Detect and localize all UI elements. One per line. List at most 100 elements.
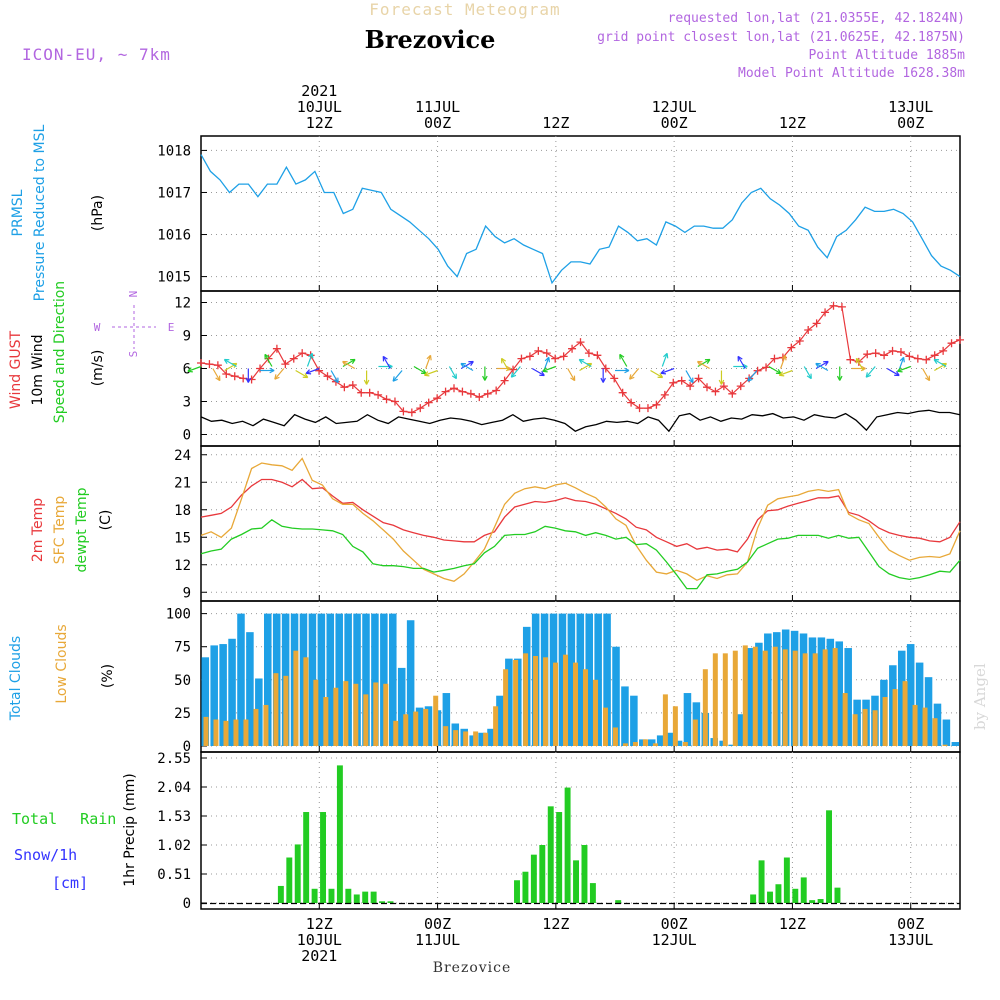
y-tick-label: 1018 [157, 143, 191, 159]
rain-bar [286, 857, 293, 903]
total-cloud-bar [746, 648, 754, 746]
rain-bar [277, 885, 284, 903]
wind-arrow-head [264, 353, 270, 360]
total-cloud-bar [639, 739, 647, 746]
rain-bar [556, 812, 563, 903]
top-time-label: 2021 [301, 82, 337, 100]
gust-marker [896, 348, 905, 356]
low-cloud-bar [702, 669, 708, 746]
y-tick-label: 2.04 [157, 780, 191, 796]
low-cloud-bar [832, 648, 838, 746]
low-cloud-bar [453, 730, 459, 746]
wind-arrow-head [781, 354, 787, 361]
temp-sfc-line [200, 457, 961, 583]
wind-arrow-head [747, 376, 753, 382]
wind-arrow-head [274, 374, 280, 380]
rain-bar [767, 891, 773, 903]
low-cloud-bar [622, 743, 628, 746]
gust-marker [610, 374, 619, 383]
precip-unit: 1hr Precip (mm) [122, 773, 138, 886]
app-title: Forecast Meteogram [369, 0, 560, 19]
total-cloud-bar [585, 613, 593, 746]
wind-arrow-head [697, 360, 703, 367]
low-cloud-bar [413, 711, 419, 746]
y-tick-label: 50 [174, 673, 191, 689]
total-cloud-bar [817, 637, 826, 746]
low-cloud-bar [742, 645, 748, 746]
wind-direction-arrow [510, 366, 521, 378]
low-cloud-bar [912, 704, 918, 746]
gust-marker [770, 354, 779, 363]
wind-arrow-head [899, 356, 905, 363]
y-tick-label: 6 [183, 362, 191, 378]
low-cloud-bar [543, 657, 549, 746]
wind-arrow-head [482, 375, 488, 381]
y-tick-label: 18 [174, 503, 191, 519]
gust-marker [871, 349, 880, 358]
wind-direction-arrow [886, 367, 900, 377]
total-cloud-bar [326, 613, 335, 746]
gust-marker [728, 389, 737, 398]
rain-bar [345, 888, 352, 903]
y-tick-label: 75 [174, 640, 191, 656]
bottom-time-label: 2021 [301, 947, 337, 965]
rain-bar [336, 765, 343, 903]
wind-arrow-head [423, 371, 430, 377]
rain-bar [328, 888, 335, 903]
low-cloud-bar [662, 694, 668, 746]
top-time-label: 00Z [661, 114, 688, 132]
low-cloud-bar [892, 689, 898, 746]
low-cloud-bar [732, 650, 738, 746]
rain-bar [775, 884, 782, 903]
low-cloud-bar [503, 669, 509, 746]
total-cloud-bar [228, 638, 236, 746]
gust-marker [643, 404, 652, 413]
total-cloud-bar [647, 739, 656, 746]
total-cloud-bar [335, 613, 343, 746]
pressure-panel: 1015 1016 1017 1018 PRMSL Pressure Reduced to… [10, 124, 961, 301]
gust-marker [289, 354, 298, 363]
wind-arrow-head [451, 373, 457, 380]
pressure-line [200, 154, 961, 285]
wind-arrow-head [426, 354, 432, 361]
total-cloud-bar [728, 744, 736, 746]
wind-direction-arrow [780, 355, 786, 369]
temp-label-sfc: SFC Temp [52, 496, 68, 565]
y-tick-label: 15 [174, 530, 191, 546]
wind-direction-arrow [737, 356, 746, 369]
y-tick-label: 0.51 [157, 867, 191, 883]
low-cloud-bar [752, 646, 758, 746]
y-tick-label: 1016 [157, 228, 191, 244]
gust-marker [753, 366, 762, 375]
low-cloud-bar [273, 673, 279, 746]
gust-marker [627, 398, 636, 407]
gust-marker [213, 361, 222, 370]
total-cloud-bar [924, 677, 933, 746]
y-tick-label: 25 [174, 706, 191, 722]
bottom-time-label: 00Z [661, 915, 688, 933]
low-cloud-bar [403, 714, 409, 746]
wind-direction-arrow [779, 369, 793, 376]
gust-marker [584, 349, 593, 358]
wind-direction-arrow [650, 369, 663, 379]
wind-direction-arrow [306, 353, 313, 367]
total-cloud-bar [442, 693, 451, 746]
total-cloud-bar [246, 632, 254, 746]
temperature-panel: 9 12 15 18 21 24 2m Temp SFC Temp dewpt Temp (C) [30, 445, 961, 602]
rain-bar [758, 860, 765, 903]
bottom-time-label: 12JUL [652, 931, 697, 949]
panel-frame [200, 445, 961, 602]
total-cloud-bar [826, 638, 835, 746]
gust-marker [703, 383, 711, 392]
clouds-label-total: Total Clouds [8, 636, 24, 721]
low-cloud-bar [203, 716, 209, 746]
low-cloud-bar [253, 708, 259, 746]
y-tick-label: 0 [183, 739, 191, 755]
gust-marker [500, 376, 509, 385]
gust-marker [677, 376, 686, 385]
total-cloud-bar [594, 613, 602, 746]
gust-marker [390, 397, 399, 406]
rain-bar [547, 806, 554, 903]
total-cloud-bar [478, 732, 486, 746]
wind-arrow-head [718, 379, 725, 385]
